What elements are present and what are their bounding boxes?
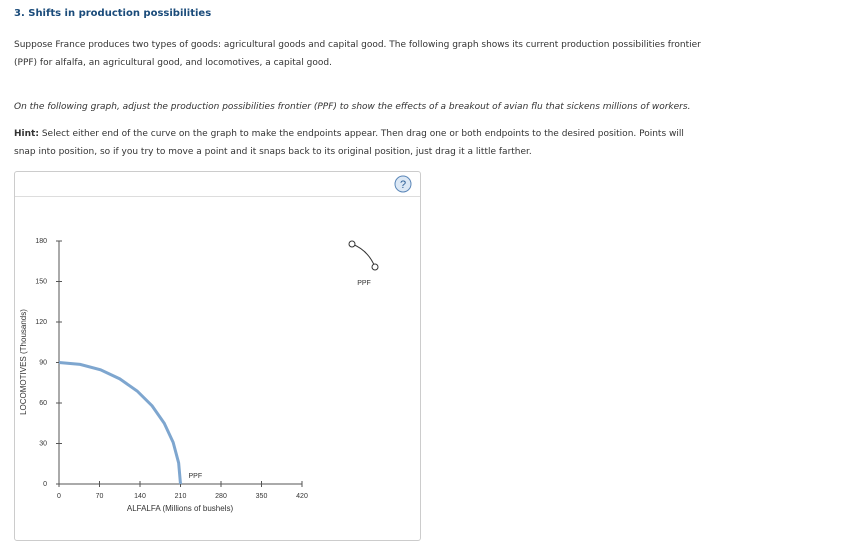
help-button[interactable] xyxy=(394,175,412,193)
y-tick-label: 60 xyxy=(39,400,47,407)
x-axis-label: ALFALFA (Millions of bushels) xyxy=(127,504,234,513)
y-tick-label: 0 xyxy=(43,481,47,488)
y-axis-label: LOCOMOTIVES (Thousands) xyxy=(19,309,28,415)
graph-panel xyxy=(14,171,421,541)
y-tick-label: 120 xyxy=(35,319,47,326)
y-tick-label: 180 xyxy=(35,238,47,245)
x-tick-label: 140 xyxy=(134,493,146,500)
y-tick-label: 150 xyxy=(35,278,47,285)
y-tick-label: 90 xyxy=(39,359,47,366)
x-tick-label: 210 xyxy=(175,493,187,500)
x-tick-label: 0 xyxy=(57,493,61,500)
ppf-tool[interactable] xyxy=(351,243,376,268)
ppf-tool-handle[interactable] xyxy=(348,240,356,248)
hint-text: Select either end of the curve on the gr… xyxy=(14,129,684,157)
x-tick-label: 280 xyxy=(215,493,227,500)
intro: Suppose France produces two types of goo… xyxy=(14,40,701,68)
help-icon[interactable]: ? xyxy=(400,179,406,191)
x-tick-label: 420 xyxy=(296,493,308,500)
curve-label: PPF xyxy=(189,473,203,480)
x-tick-label: 350 xyxy=(256,493,268,500)
ppf-tool-handle[interactable] xyxy=(371,263,379,271)
ppf-curve xyxy=(58,361,182,485)
title: 3. Shifts in production possibilities xyxy=(14,8,212,19)
hint-label: Hint: xyxy=(14,129,39,139)
y-tick-label: 30 xyxy=(39,440,47,447)
panel-divider xyxy=(15,196,420,197)
instruction: On the following graph, adjust the produ… xyxy=(14,102,691,112)
x-tick-label: 70 xyxy=(96,493,104,500)
hint: Hint: Select either end of the curve on … xyxy=(14,125,704,161)
ppf-tool-label[interactable]: PPF xyxy=(357,280,371,287)
